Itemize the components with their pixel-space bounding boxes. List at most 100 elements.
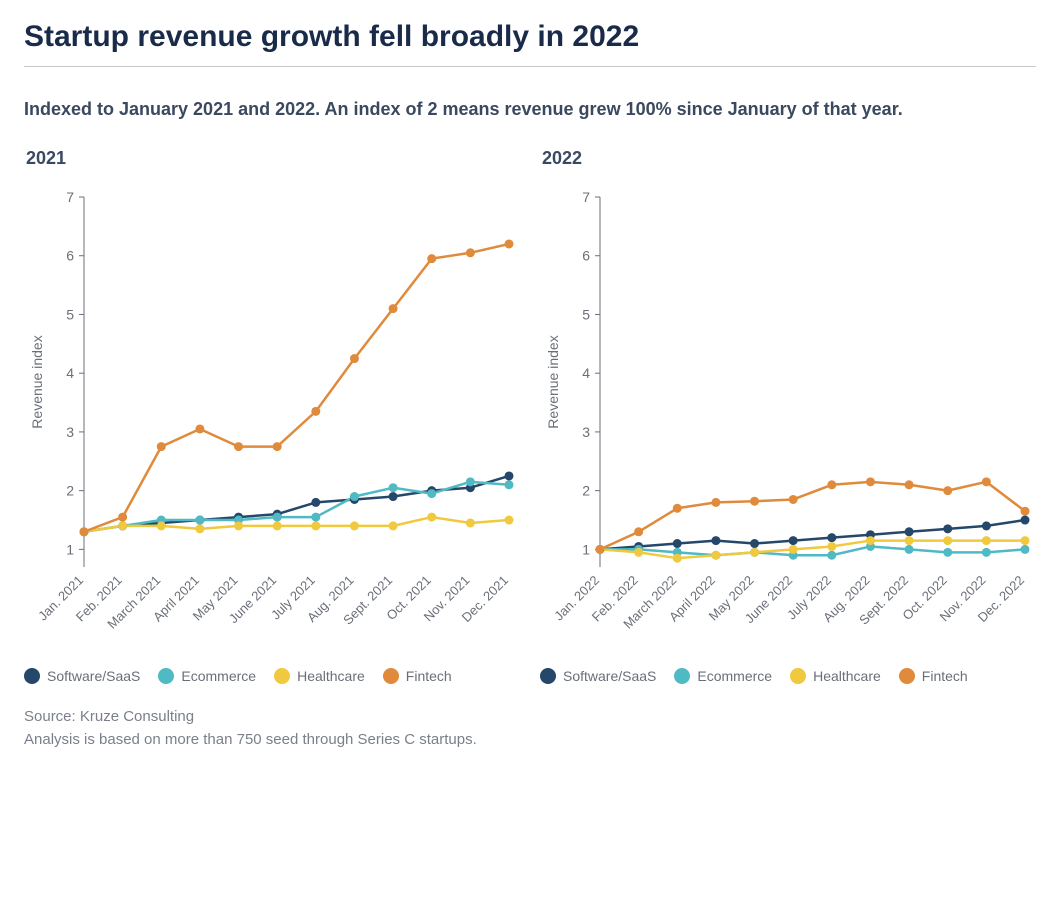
series-marker-healthcare (1021, 536, 1030, 545)
series-marker-ecommerce (195, 516, 204, 525)
y-tick-label: 7 (582, 189, 590, 205)
chart-panel: 20221234567Revenue indexJan. 2022Feb. 20… (540, 148, 1036, 684)
series-marker-software (943, 524, 952, 533)
y-axis-label: Revenue index (545, 335, 561, 428)
series-marker-ecommerce (311, 513, 320, 522)
series-marker-fintech (157, 442, 166, 451)
series-marker-ecommerce (389, 483, 398, 492)
series-marker-fintech (827, 480, 836, 489)
legend-item-healthcare: Healthcare (274, 668, 365, 684)
y-tick-label: 2 (582, 483, 590, 499)
chart-panel: 20211234567Revenue indexJan. 2021Feb. 20… (24, 148, 520, 684)
series-marker-software (982, 521, 991, 530)
page-title: Startup revenue growth fell broadly in 2… (24, 20, 1036, 54)
series-marker-software (389, 492, 398, 501)
series-marker-fintech (866, 477, 875, 486)
legend-swatch-icon (540, 668, 556, 684)
legend-swatch-icon (158, 668, 174, 684)
series-marker-healthcare (827, 542, 836, 551)
series-marker-healthcare (789, 545, 798, 554)
legend-label: Fintech (922, 668, 968, 684)
series-marker-ecommerce (827, 551, 836, 560)
series-marker-fintech (905, 480, 914, 489)
legend-label: Healthcare (813, 668, 881, 684)
y-tick-label: 3 (66, 424, 74, 440)
legend-label: Ecommerce (181, 668, 256, 684)
y-tick-label: 5 (66, 306, 74, 322)
y-tick-label: 3 (582, 424, 590, 440)
series-marker-fintech (750, 497, 759, 506)
series-marker-healthcare (982, 536, 991, 545)
series-marker-fintech (1021, 507, 1030, 516)
series-marker-fintech (311, 407, 320, 416)
y-tick-label: 6 (582, 248, 590, 264)
series-marker-ecommerce (350, 492, 359, 501)
chart-area: 1234567Revenue indexJan. 2022Feb. 2022Ma… (540, 187, 1036, 662)
series-marker-healthcare (466, 518, 475, 527)
series-marker-fintech (789, 495, 798, 504)
series-marker-healthcare (866, 536, 875, 545)
series-marker-fintech (195, 424, 204, 433)
series-marker-fintech (596, 545, 605, 554)
legend-item-ecommerce: Ecommerce (158, 668, 256, 684)
series-marker-healthcare (350, 521, 359, 530)
series-marker-healthcare (750, 548, 759, 557)
series-marker-fintech (673, 504, 682, 513)
series-marker-ecommerce (982, 548, 991, 557)
series-marker-healthcare (389, 521, 398, 530)
line-chart: 1234567Revenue indexJan. 2021Feb. 2021Ma… (24, 187, 514, 657)
series-marker-fintech (634, 527, 643, 536)
series-marker-fintech (234, 442, 243, 451)
legend-label: Ecommerce (697, 668, 772, 684)
title-divider (24, 66, 1036, 67)
chart-area: 1234567Revenue indexJan. 2021Feb. 2021Ma… (24, 187, 520, 662)
series-marker-fintech (389, 304, 398, 313)
legend-swatch-icon (899, 668, 915, 684)
series-marker-healthcare (634, 548, 643, 557)
series-marker-healthcare (711, 551, 720, 560)
legend-swatch-icon (274, 668, 290, 684)
legend-swatch-icon (383, 668, 399, 684)
legend-item-software: Software/SaaS (24, 668, 140, 684)
y-tick-label: 6 (66, 248, 74, 264)
series-marker-fintech (943, 486, 952, 495)
y-tick-label: 4 (582, 365, 590, 381)
chart-footer: Source: Kruze Consulting Analysis is bas… (24, 706, 1036, 751)
legend-item-fintech: Fintech (383, 668, 452, 684)
series-marker-ecommerce (466, 477, 475, 486)
series-marker-fintech (273, 442, 282, 451)
chart-legend: Software/SaaS Ecommerce Healthcare Fintech (24, 668, 520, 684)
series-marker-healthcare (427, 513, 436, 522)
legend-swatch-icon (24, 668, 40, 684)
analysis-line: Analysis is based on more than 750 seed … (24, 729, 1036, 752)
y-tick-label: 1 (66, 541, 74, 557)
series-marker-software (750, 539, 759, 548)
series-marker-fintech (711, 498, 720, 507)
series-marker-healthcare (311, 521, 320, 530)
series-marker-healthcare (943, 536, 952, 545)
series-marker-ecommerce (943, 548, 952, 557)
series-marker-software (673, 539, 682, 548)
legend-item-healthcare: Healthcare (790, 668, 881, 684)
source-line: Source: Kruze Consulting (24, 706, 1036, 729)
series-marker-healthcare (273, 521, 282, 530)
series-marker-software (827, 533, 836, 542)
series-marker-ecommerce (427, 489, 436, 498)
panel-title: 2021 (26, 148, 520, 169)
panel-title: 2022 (542, 148, 1036, 169)
line-chart: 1234567Revenue indexJan. 2022Feb. 2022Ma… (540, 187, 1030, 657)
series-marker-fintech (118, 513, 127, 522)
legend-item-software: Software/SaaS (540, 668, 656, 684)
series-line-software (84, 476, 509, 532)
series-marker-healthcare (195, 524, 204, 533)
series-marker-ecommerce (1021, 545, 1030, 554)
legend-item-ecommerce: Ecommerce (674, 668, 772, 684)
y-tick-label: 4 (66, 365, 74, 381)
series-marker-healthcare (905, 536, 914, 545)
chart-legend: Software/SaaS Ecommerce Healthcare Fintech (540, 668, 1036, 684)
series-marker-healthcare (673, 554, 682, 563)
series-marker-ecommerce (505, 480, 514, 489)
series-marker-healthcare (234, 521, 243, 530)
series-marker-software (1021, 516, 1030, 525)
y-axis-label: Revenue index (29, 335, 45, 428)
